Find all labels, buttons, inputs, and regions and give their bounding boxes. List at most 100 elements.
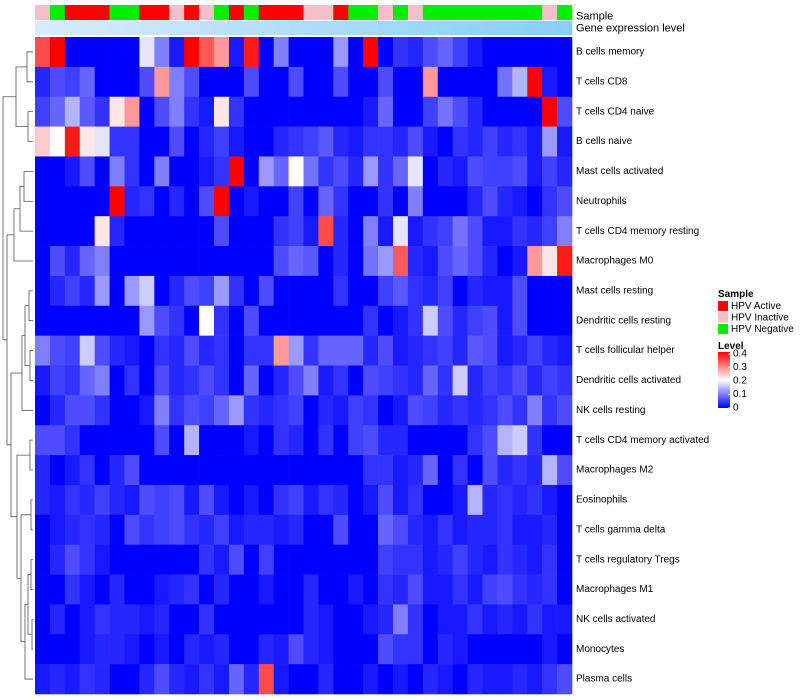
heatmap-cell bbox=[64, 634, 81, 665]
heatmap-cell bbox=[79, 395, 95, 426]
heatmap-cell bbox=[512, 186, 528, 217]
heatmap-cell bbox=[393, 455, 409, 486]
heatmap-cell bbox=[109, 634, 125, 665]
heatmap-cell bbox=[318, 275, 334, 307]
heatmap-cell bbox=[303, 484, 319, 516]
heatmap-cell bbox=[214, 216, 230, 247]
heatmap-cell bbox=[64, 484, 81, 516]
heatmap-cell bbox=[437, 156, 453, 187]
row-label: NK cells activated bbox=[576, 614, 655, 625]
heatmap-cell bbox=[512, 246, 528, 277]
heatmap-cell bbox=[79, 246, 95, 277]
heatmap-cell bbox=[124, 305, 140, 336]
heatmap-cell bbox=[303, 156, 319, 187]
heatmap-cell bbox=[139, 66, 155, 98]
heatmap-cell bbox=[422, 156, 439, 187]
heatmap-cell bbox=[482, 275, 498, 307]
heatmap-cell bbox=[318, 305, 334, 336]
heatmap-cell bbox=[49, 335, 66, 366]
heatmap-cell bbox=[482, 186, 498, 217]
heatmap-cell bbox=[124, 37, 140, 68]
heatmap-cell bbox=[467, 37, 483, 68]
heatmap-cell bbox=[199, 425, 215, 456]
heatmap-cell bbox=[49, 395, 66, 426]
heatmap-cell bbox=[154, 514, 170, 545]
heatmap-cell bbox=[258, 186, 274, 217]
heatmap-cell bbox=[363, 604, 379, 635]
heatmap-cell bbox=[35, 335, 51, 366]
heatmap-cell bbox=[512, 275, 528, 307]
level-color-bar bbox=[718, 352, 730, 408]
heatmap-cell bbox=[497, 664, 513, 695]
heatmap-cell bbox=[154, 37, 170, 68]
heatmap-cell bbox=[79, 126, 95, 157]
heatmap-cell bbox=[109, 544, 125, 575]
heatmap-cell bbox=[79, 335, 95, 366]
heatmap-cell bbox=[452, 96, 468, 127]
heatmap-cell bbox=[35, 574, 51, 605]
heatmap-cell bbox=[363, 275, 379, 307]
heatmap-cell bbox=[467, 216, 483, 247]
heatmap-cell bbox=[542, 275, 558, 307]
sample-legend-label: HPV Active bbox=[731, 301, 781, 312]
heatmap-cell bbox=[452, 156, 468, 187]
heatmap-cell bbox=[542, 514, 558, 545]
heatmap-cell bbox=[348, 37, 364, 68]
heatmap-cell bbox=[333, 484, 349, 516]
heatmap-cell bbox=[437, 37, 453, 68]
heatmap-cell bbox=[109, 514, 125, 545]
heatmap-cell bbox=[35, 305, 51, 336]
heatmap-cell bbox=[318, 544, 334, 575]
heatmap-cell bbox=[169, 634, 185, 665]
row-label: Plasma cells bbox=[576, 674, 632, 685]
heatmap-cell bbox=[258, 275, 274, 307]
row-label: T cells CD4 memory activated bbox=[576, 435, 709, 446]
heatmap-cell bbox=[452, 66, 468, 98]
heatmap-cell bbox=[243, 126, 260, 157]
heatmap-cell bbox=[437, 365, 453, 396]
row-label: B cells memory bbox=[576, 47, 644, 58]
heatmap-cell bbox=[542, 96, 558, 127]
heatmap-cell bbox=[169, 66, 185, 98]
row-dendrogram bbox=[2, 51, 33, 680]
heatmap-cell bbox=[422, 335, 439, 366]
heatmap-cell bbox=[154, 246, 170, 277]
heatmap-cell bbox=[154, 305, 170, 336]
dendrogram-link bbox=[13, 208, 33, 262]
heatmap-cell bbox=[288, 216, 304, 247]
heatmap-cell bbox=[154, 634, 170, 665]
heatmap-cell bbox=[199, 514, 215, 545]
heatmap-cell bbox=[79, 275, 95, 307]
heatmap-cell bbox=[407, 664, 424, 695]
heatmap-cell bbox=[512, 664, 528, 695]
heatmap-cell bbox=[557, 37, 573, 68]
sample-cell bbox=[348, 5, 364, 20]
heatmap-cell bbox=[243, 156, 260, 187]
heatmap-cell bbox=[333, 664, 349, 695]
sample-cell bbox=[318, 5, 334, 20]
heatmap-cell bbox=[214, 455, 230, 486]
heatmap-cell bbox=[199, 37, 215, 68]
heatmap-cell bbox=[557, 186, 573, 217]
heatmap-cell bbox=[258, 66, 274, 98]
heatmap-cell bbox=[333, 544, 349, 575]
heatmap-cell bbox=[512, 544, 528, 575]
heatmap-cell bbox=[527, 544, 543, 575]
heatmap-cell bbox=[333, 37, 349, 68]
heatmap-cell bbox=[288, 186, 304, 217]
heatmap-cell bbox=[169, 574, 185, 605]
heatmap-cell bbox=[124, 275, 140, 307]
heatmap-cell bbox=[228, 96, 245, 127]
heatmap-cell bbox=[542, 156, 558, 187]
heatmap-cell bbox=[199, 186, 215, 217]
heatmap-cell bbox=[363, 126, 379, 157]
heatmap-cell bbox=[422, 634, 439, 665]
heatmap-cell bbox=[258, 365, 274, 396]
heatmap-cell bbox=[214, 604, 230, 635]
heatmap-cell bbox=[393, 544, 409, 575]
expression-cell bbox=[49, 21, 66, 35]
heatmap-cell bbox=[199, 246, 215, 277]
heatmap-cell bbox=[542, 544, 558, 575]
heatmap-cell bbox=[109, 425, 125, 456]
heatmap-cell bbox=[393, 634, 409, 665]
